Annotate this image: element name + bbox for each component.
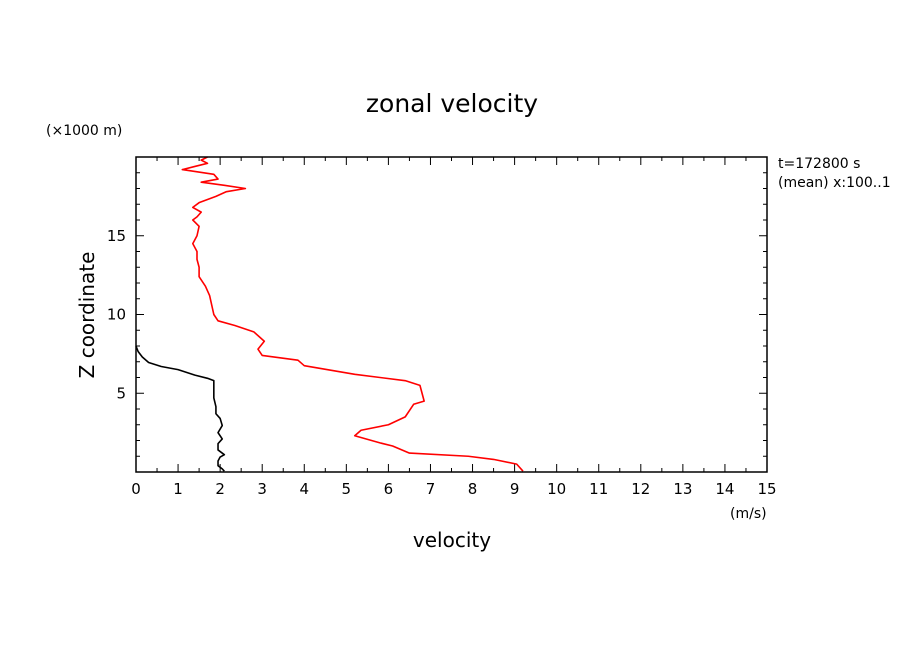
y-tick-label: 10 xyxy=(107,306,126,324)
x-tick-label: 11 xyxy=(589,480,608,498)
axis-ticks xyxy=(135,156,768,473)
x-tick-label: 13 xyxy=(673,480,692,498)
x-axis-label: velocity xyxy=(413,528,491,552)
x-tick-label: 8 xyxy=(468,480,478,498)
x-tick-label: 6 xyxy=(384,480,394,498)
plot-frame xyxy=(135,156,768,473)
x-tick-label: 7 xyxy=(426,480,436,498)
y-unit-label: (×1000 m) xyxy=(46,123,122,139)
x-tick-label: 5 xyxy=(342,480,352,498)
series-line-1 xyxy=(135,345,226,472)
y-tick-label: 15 xyxy=(107,227,126,245)
x-tick-label: 4 xyxy=(299,480,309,498)
data-series xyxy=(135,156,524,472)
y-tick-label: 5 xyxy=(116,384,126,402)
x-tick-label: 1 xyxy=(173,480,183,498)
annotation-mean: (mean) x:100..1 xyxy=(778,175,891,191)
chart-title: zonal velocity xyxy=(366,89,538,118)
x-tick-label: 12 xyxy=(631,480,650,498)
series-line-2 xyxy=(181,156,524,472)
x-tick-label: 3 xyxy=(257,480,267,498)
x-tick-label: 10 xyxy=(547,480,566,498)
annotation-time: t=172800 s xyxy=(778,156,860,172)
x-tick-label: 0 xyxy=(131,480,141,498)
x-tick-label: 9 xyxy=(510,480,520,498)
x-unit-label: (m/s) xyxy=(730,506,767,522)
x-tick-label: 2 xyxy=(215,480,225,498)
x-tick-label: 14 xyxy=(715,480,734,498)
x-tick-label: 15 xyxy=(757,480,776,498)
y-axis-label: Z coordinate xyxy=(75,252,99,379)
